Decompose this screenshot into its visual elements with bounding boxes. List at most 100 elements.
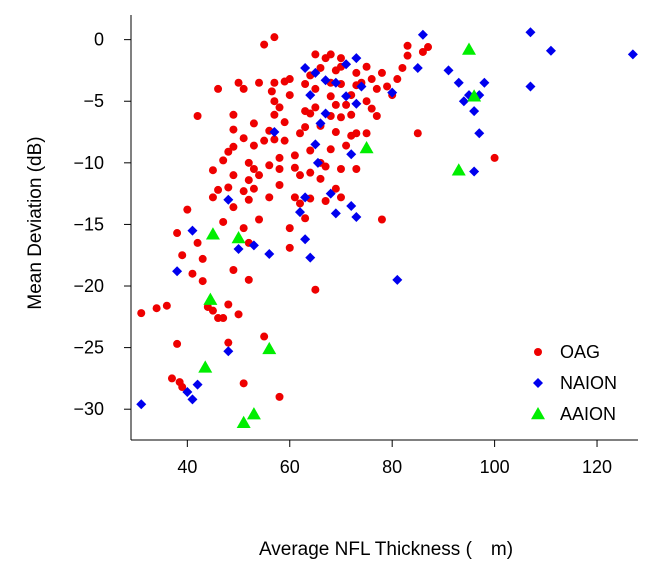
data-point [275,103,284,112]
data-point [224,338,233,347]
data-point [347,110,356,119]
data-point [336,193,345,202]
data-point [321,162,330,171]
data-point [188,269,197,278]
data-point [300,234,311,245]
data-point [229,266,238,274]
data-point [301,123,310,132]
data-point [417,29,428,40]
data-point [306,168,315,177]
data-point [248,240,259,251]
data-point [229,110,238,119]
data-point [285,243,294,252]
data-point [627,49,638,60]
data-point [301,79,310,88]
data-point [462,42,476,55]
y-tick-label: −5 [83,91,104,111]
data-point [285,75,294,84]
y-tick-label: −20 [73,276,104,296]
legend-marker [534,348,542,356]
data-point [136,399,147,410]
data-point [192,379,203,390]
data-point [198,254,207,263]
data-point [377,215,386,224]
data-point [392,274,403,285]
series-aaion [198,42,482,429]
data-point [208,166,217,175]
data-point [305,90,316,101]
data-point [208,193,217,202]
data-point [331,128,340,137]
data-point [214,185,223,194]
data-point [321,197,330,206]
data-point [224,147,233,156]
data-point [326,145,335,154]
data-point [315,118,326,129]
data-point [224,183,233,192]
data-point [183,205,192,214]
series-naion [136,27,638,410]
data-point [336,113,345,122]
legend-marker [531,407,545,420]
data-point [451,163,466,176]
data-point [255,171,264,180]
data-point [458,96,469,107]
data-point [239,379,248,388]
data-point [398,63,407,72]
data-point [331,184,340,193]
data-point [310,139,321,150]
legend-label: NAION [560,373,617,393]
data-point [479,77,490,88]
data-point [403,41,412,50]
data-point [320,108,331,119]
data-point [249,164,258,173]
data-point [137,309,146,318]
data-point [342,100,351,109]
data-point [249,141,258,150]
axes: 40 60 80 100 120 0 −5 −10 −15 −20 −25 −30 [73,15,638,477]
data-points [136,27,638,429]
data-point [152,304,161,313]
series-oag [137,33,499,401]
data-point [306,146,315,155]
y-tick-label: −15 [73,214,104,234]
data-point [265,193,274,202]
data-point [270,110,279,119]
data-point [219,217,228,226]
data-point [270,135,279,144]
data-point [341,59,352,70]
data-point [311,285,320,294]
data-point [275,153,284,162]
data-point [173,339,182,348]
data-point [490,153,499,162]
data-point [290,163,299,172]
data-point [249,184,258,193]
y-tick-label: −25 [73,338,104,358]
data-point [198,277,207,286]
data-point [203,292,218,305]
data-point [351,212,362,223]
data-point [346,149,357,160]
data-point [262,341,277,355]
data-point [285,91,294,100]
data-point [301,214,310,223]
data-point [352,164,361,173]
data-point [418,47,427,56]
data-point [359,141,374,154]
data-point [246,407,261,420]
legend-label: OAG [560,342,600,362]
data-point [305,252,316,263]
data-point [351,53,362,64]
data-point [236,415,251,429]
data-point [453,77,464,88]
data-point [255,78,264,87]
data-point [233,244,244,255]
data-point [330,77,341,88]
data-point [162,301,171,310]
data-point [306,109,315,118]
data-point [362,62,371,71]
data-point [393,75,402,84]
data-point [264,248,275,259]
data-point [362,97,371,106]
data-point [275,164,284,173]
